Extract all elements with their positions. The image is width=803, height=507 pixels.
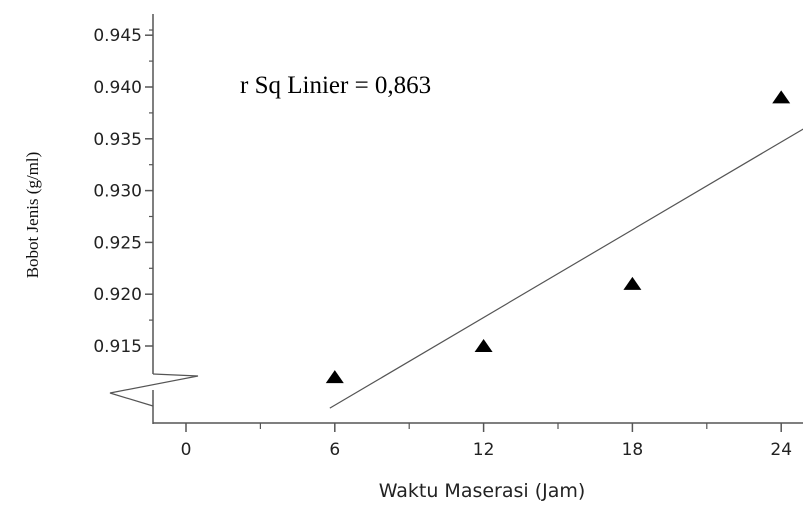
regression-line — [329, 128, 803, 409]
data-point-triangle — [325, 370, 344, 384]
y-tick-label: 0.930 — [93, 182, 142, 202]
x-axis-title: Waktu Maserasi (Jam) — [379, 480, 586, 502]
y-ticks: 0.915 0.920 0.925 0.930 0.935 0.940 0.945 — [93, 26, 153, 357]
r-squared-annotation: r Sq Linier = 0,863 — [240, 72, 431, 99]
y-tick-label: 0.935 — [93, 130, 142, 150]
y-tick-label: 0.915 — [93, 337, 142, 357]
x-tick-label: 12 — [473, 440, 495, 460]
data-point-triangle — [623, 276, 642, 290]
x-axis: 0 6 12 18 24 — [153, 422, 803, 460]
x-tick-label: 6 — [329, 440, 340, 460]
data-point-triangle — [772, 90, 791, 104]
x-tick-label: 18 — [622, 440, 644, 460]
data-points — [325, 90, 791, 384]
data-point-triangle — [474, 339, 493, 352]
y-tick-label: 0.940 — [93, 78, 142, 98]
y-axis-break-marker — [109, 373, 199, 407]
y-axis: 0.915 0.920 0.925 0.930 0.935 0.940 0.945 — [93, 14, 199, 424]
y-tick-label: 0.925 — [93, 233, 142, 253]
x-tick-label: 24 — [770, 440, 792, 460]
x-tick-label: 0 — [181, 440, 192, 460]
x-ticks: 0 6 12 18 24 — [181, 423, 792, 460]
y-tick-label: 0.945 — [93, 26, 142, 46]
y-tick-label: 0.920 — [93, 285, 142, 305]
y-axis-title: Bobot Jenis (g/ml) — [23, 152, 42, 279]
